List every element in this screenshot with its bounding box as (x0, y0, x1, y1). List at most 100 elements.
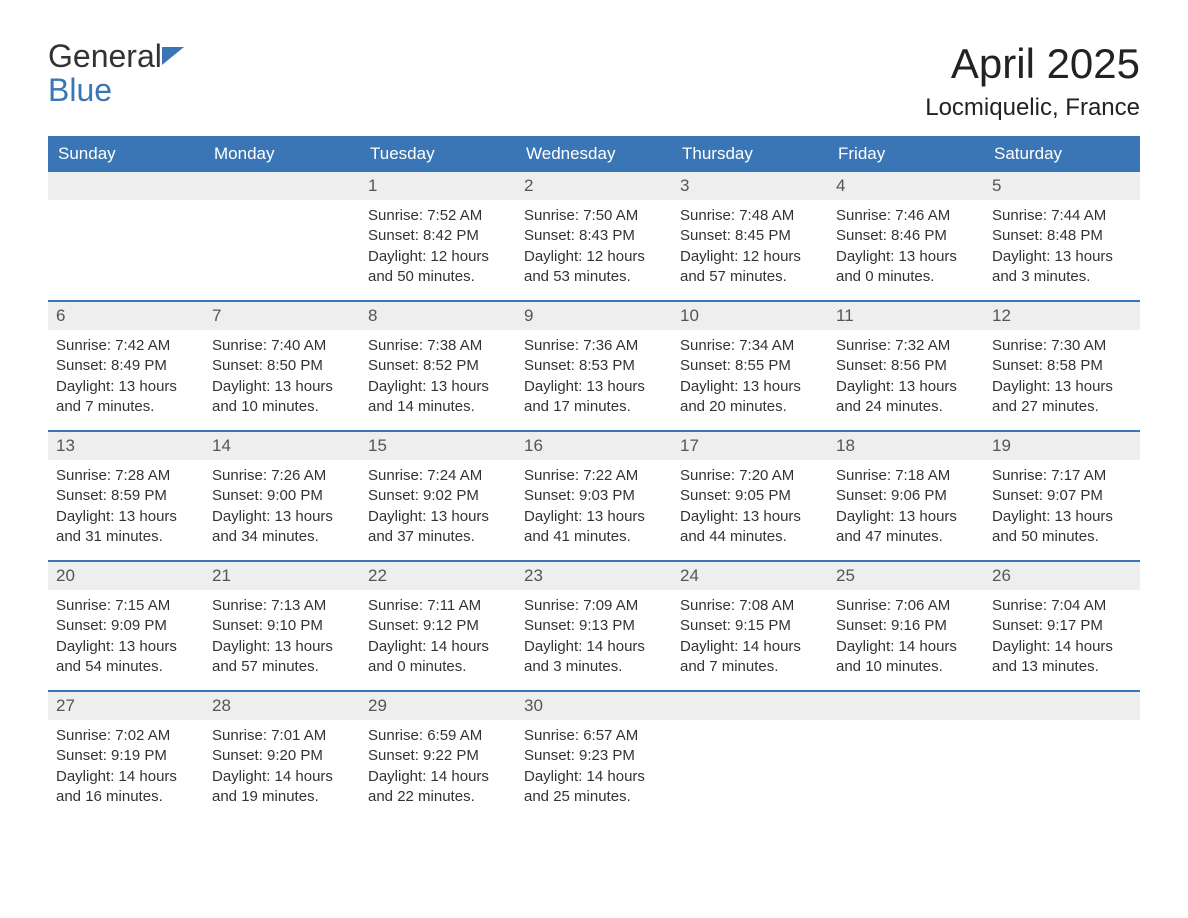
weekday-header: Thursday (672, 136, 828, 172)
daylight-line-1: Daylight: 14 hours (680, 637, 820, 657)
day-cell (828, 692, 984, 820)
daylight-line-2: and 50 minutes. (368, 267, 508, 287)
day-cell: 24Sunrise: 7:08 AMSunset: 9:15 PMDayligh… (672, 562, 828, 690)
daylight-line-2: and 19 minutes. (212, 787, 352, 807)
daylight-line-2: and 54 minutes. (56, 657, 196, 677)
logo: General Blue (48, 40, 184, 107)
title-block: April 2025 Locmiquelic, France (925, 40, 1140, 122)
sunset-line: Sunset: 9:00 PM (212, 486, 352, 506)
sunset-line: Sunset: 8:45 PM (680, 226, 820, 246)
day-cell: 20Sunrise: 7:15 AMSunset: 9:09 PMDayligh… (48, 562, 204, 690)
day-number: 15 (360, 432, 516, 460)
daylight-line-2: and 31 minutes. (56, 527, 196, 547)
day-details: Sunrise: 6:59 AMSunset: 9:22 PMDaylight:… (360, 720, 516, 815)
daylight-line-1: Daylight: 12 hours (368, 247, 508, 267)
day-cell: 8Sunrise: 7:38 AMSunset: 8:52 PMDaylight… (360, 302, 516, 430)
day-cell: 27Sunrise: 7:02 AMSunset: 9:19 PMDayligh… (48, 692, 204, 820)
day-cell: 3Sunrise: 7:48 AMSunset: 8:45 PMDaylight… (672, 172, 828, 300)
sunset-line: Sunset: 9:17 PM (992, 616, 1132, 636)
weeks-container: 1Sunrise: 7:52 AMSunset: 8:42 PMDaylight… (48, 172, 1140, 820)
day-number: 30 (516, 692, 672, 720)
day-number: 7 (204, 302, 360, 330)
daylight-line-1: Daylight: 13 hours (680, 377, 820, 397)
sunrise-line: Sunrise: 7:13 AM (212, 596, 352, 616)
day-details: Sunrise: 7:02 AMSunset: 9:19 PMDaylight:… (48, 720, 204, 815)
daylight-line-1: Daylight: 14 hours (836, 637, 976, 657)
daylight-line-1: Daylight: 14 hours (368, 767, 508, 787)
sunrise-line: Sunrise: 7:28 AM (56, 466, 196, 486)
day-cell: 11Sunrise: 7:32 AMSunset: 8:56 PMDayligh… (828, 302, 984, 430)
logo-word-general: General (48, 38, 162, 74)
sunset-line: Sunset: 9:20 PM (212, 746, 352, 766)
day-cell: 7Sunrise: 7:40 AMSunset: 8:50 PMDaylight… (204, 302, 360, 430)
day-cell: 26Sunrise: 7:04 AMSunset: 9:17 PMDayligh… (984, 562, 1140, 690)
daylight-line-1: Daylight: 13 hours (368, 507, 508, 527)
sunset-line: Sunset: 8:53 PM (524, 356, 664, 376)
sunrise-line: Sunrise: 7:02 AM (56, 726, 196, 746)
sunrise-line: Sunrise: 7:44 AM (992, 206, 1132, 226)
day-cell: 19Sunrise: 7:17 AMSunset: 9:07 PMDayligh… (984, 432, 1140, 560)
day-cell (204, 172, 360, 300)
day-number: 8 (360, 302, 516, 330)
day-number: 23 (516, 562, 672, 590)
sunrise-line: Sunrise: 7:09 AM (524, 596, 664, 616)
sunrise-line: Sunrise: 7:18 AM (836, 466, 976, 486)
sunrise-line: Sunrise: 7:26 AM (212, 466, 352, 486)
day-cell: 14Sunrise: 7:26 AMSunset: 9:00 PMDayligh… (204, 432, 360, 560)
daylight-line-1: Daylight: 14 hours (524, 637, 664, 657)
day-details: Sunrise: 7:28 AMSunset: 8:59 PMDaylight:… (48, 460, 204, 555)
day-number: 2 (516, 172, 672, 200)
weekday-header: Friday (828, 136, 984, 172)
daylight-line-2: and 53 minutes. (524, 267, 664, 287)
sunrise-line: Sunrise: 7:17 AM (992, 466, 1132, 486)
daylight-line-1: Daylight: 14 hours (212, 767, 352, 787)
day-cell: 2Sunrise: 7:50 AMSunset: 8:43 PMDaylight… (516, 172, 672, 300)
month-title: April 2025 (925, 40, 1140, 88)
day-number: 9 (516, 302, 672, 330)
day-number: 5 (984, 172, 1140, 200)
day-number (204, 172, 360, 200)
day-number: 19 (984, 432, 1140, 460)
day-number: 17 (672, 432, 828, 460)
logo-word-blue: Blue (48, 72, 112, 108)
day-number: 6 (48, 302, 204, 330)
day-number: 14 (204, 432, 360, 460)
day-number (984, 692, 1140, 720)
day-details: Sunrise: 7:18 AMSunset: 9:06 PMDaylight:… (828, 460, 984, 555)
day-number (672, 692, 828, 720)
weekday-header-row: Sunday Monday Tuesday Wednesday Thursday… (48, 136, 1140, 172)
day-cell: 15Sunrise: 7:24 AMSunset: 9:02 PMDayligh… (360, 432, 516, 560)
daylight-line-2: and 16 minutes. (56, 787, 196, 807)
weekday-header: Sunday (48, 136, 204, 172)
sunrise-line: Sunrise: 7:40 AM (212, 336, 352, 356)
sunrise-line: Sunrise: 7:46 AM (836, 206, 976, 226)
sunset-line: Sunset: 8:46 PM (836, 226, 976, 246)
sunrise-line: Sunrise: 7:50 AM (524, 206, 664, 226)
sunset-line: Sunset: 8:52 PM (368, 356, 508, 376)
sunrise-line: Sunrise: 7:48 AM (680, 206, 820, 226)
daylight-line-2: and 34 minutes. (212, 527, 352, 547)
sunset-line: Sunset: 9:10 PM (212, 616, 352, 636)
day-details: Sunrise: 7:08 AMSunset: 9:15 PMDaylight:… (672, 590, 828, 685)
day-number: 10 (672, 302, 828, 330)
day-cell: 25Sunrise: 7:06 AMSunset: 9:16 PMDayligh… (828, 562, 984, 690)
sunset-line: Sunset: 9:15 PM (680, 616, 820, 636)
daylight-line-1: Daylight: 14 hours (992, 637, 1132, 657)
day-details: Sunrise: 7:01 AMSunset: 9:20 PMDaylight:… (204, 720, 360, 815)
daylight-line-2: and 41 minutes. (524, 527, 664, 547)
weekday-header: Saturday (984, 136, 1140, 172)
day-number: 25 (828, 562, 984, 590)
day-number: 27 (48, 692, 204, 720)
daylight-line-2: and 14 minutes. (368, 397, 508, 417)
daylight-line-2: and 3 minutes. (992, 267, 1132, 287)
sunrise-line: Sunrise: 7:15 AM (56, 596, 196, 616)
flag-icon (162, 40, 184, 60)
daylight-line-2: and 10 minutes. (836, 657, 976, 677)
daylight-line-2: and 0 minutes. (368, 657, 508, 677)
weekday-header: Monday (204, 136, 360, 172)
day-number (828, 692, 984, 720)
day-cell: 23Sunrise: 7:09 AMSunset: 9:13 PMDayligh… (516, 562, 672, 690)
sunrise-line: Sunrise: 6:59 AM (368, 726, 508, 746)
sunrise-line: Sunrise: 7:30 AM (992, 336, 1132, 356)
day-number: 1 (360, 172, 516, 200)
